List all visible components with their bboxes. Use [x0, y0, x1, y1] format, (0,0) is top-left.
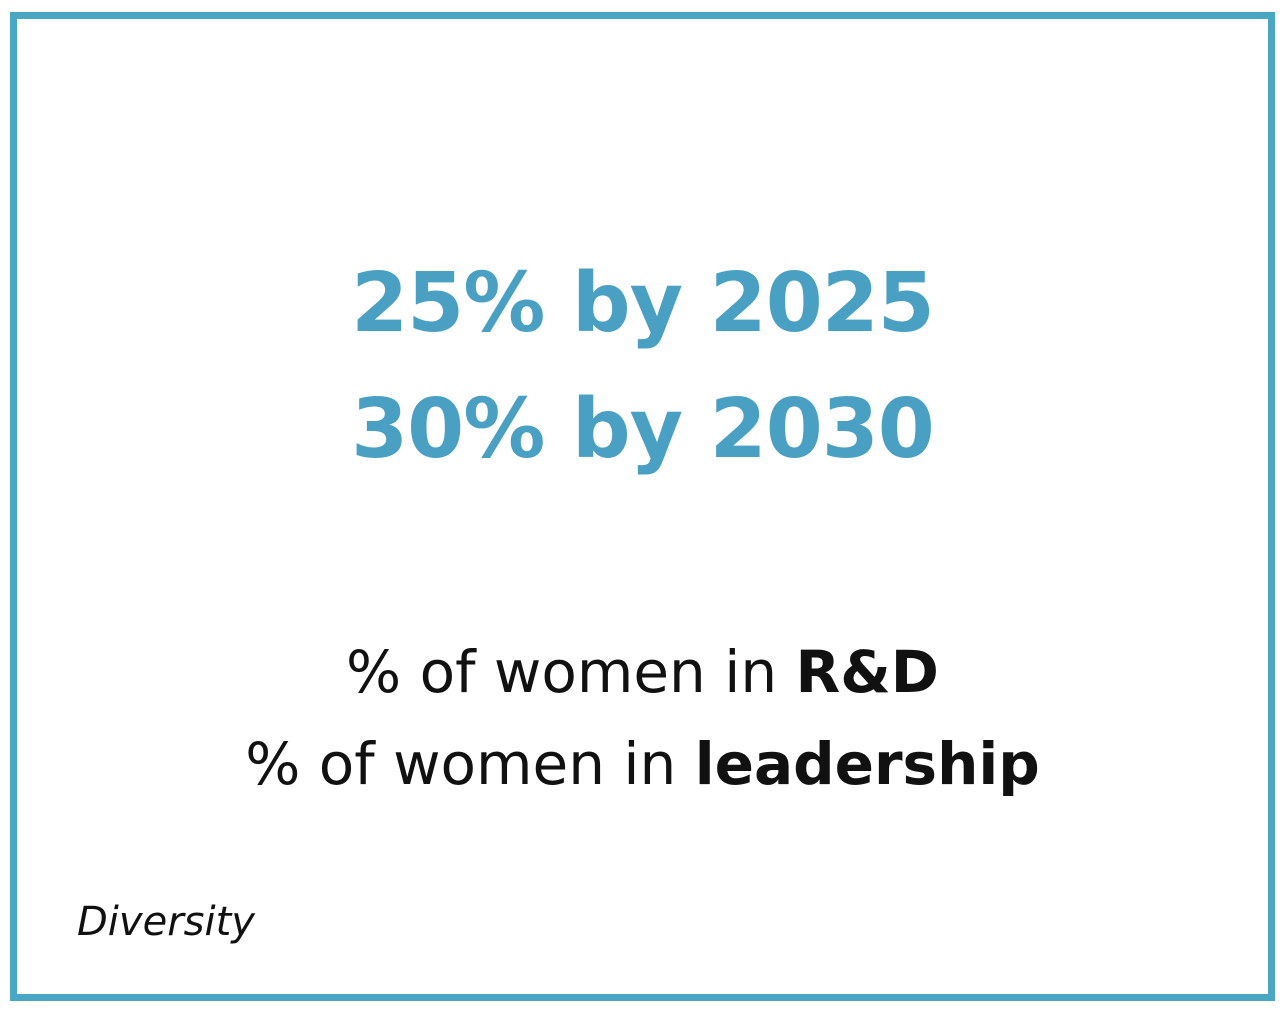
target-block: 25% by 2025 30% by 2030: [17, 241, 1268, 493]
metric-emphasis-rnd: R&D: [795, 638, 939, 706]
target-line-2030: 30% by 2030: [351, 382, 935, 477]
category-label: Diversity: [77, 899, 255, 945]
diversity-card: 25% by 2025 30% by 2030 % of women in R&…: [10, 12, 1275, 1001]
metric-prefix: % of women in: [346, 638, 796, 706]
target-line-2025: 25% by 2025: [351, 256, 935, 351]
metric-emphasis-leadership: leadership: [694, 730, 1040, 798]
metric-prefix: % of women in: [245, 730, 695, 798]
metric-line-rnd: % of women in R&D: [17, 626, 1268, 718]
metric-line-leadership: % of women in leadership: [17, 718, 1268, 810]
metric-block: % of women in R&D % of women in leadersh…: [17, 626, 1268, 810]
